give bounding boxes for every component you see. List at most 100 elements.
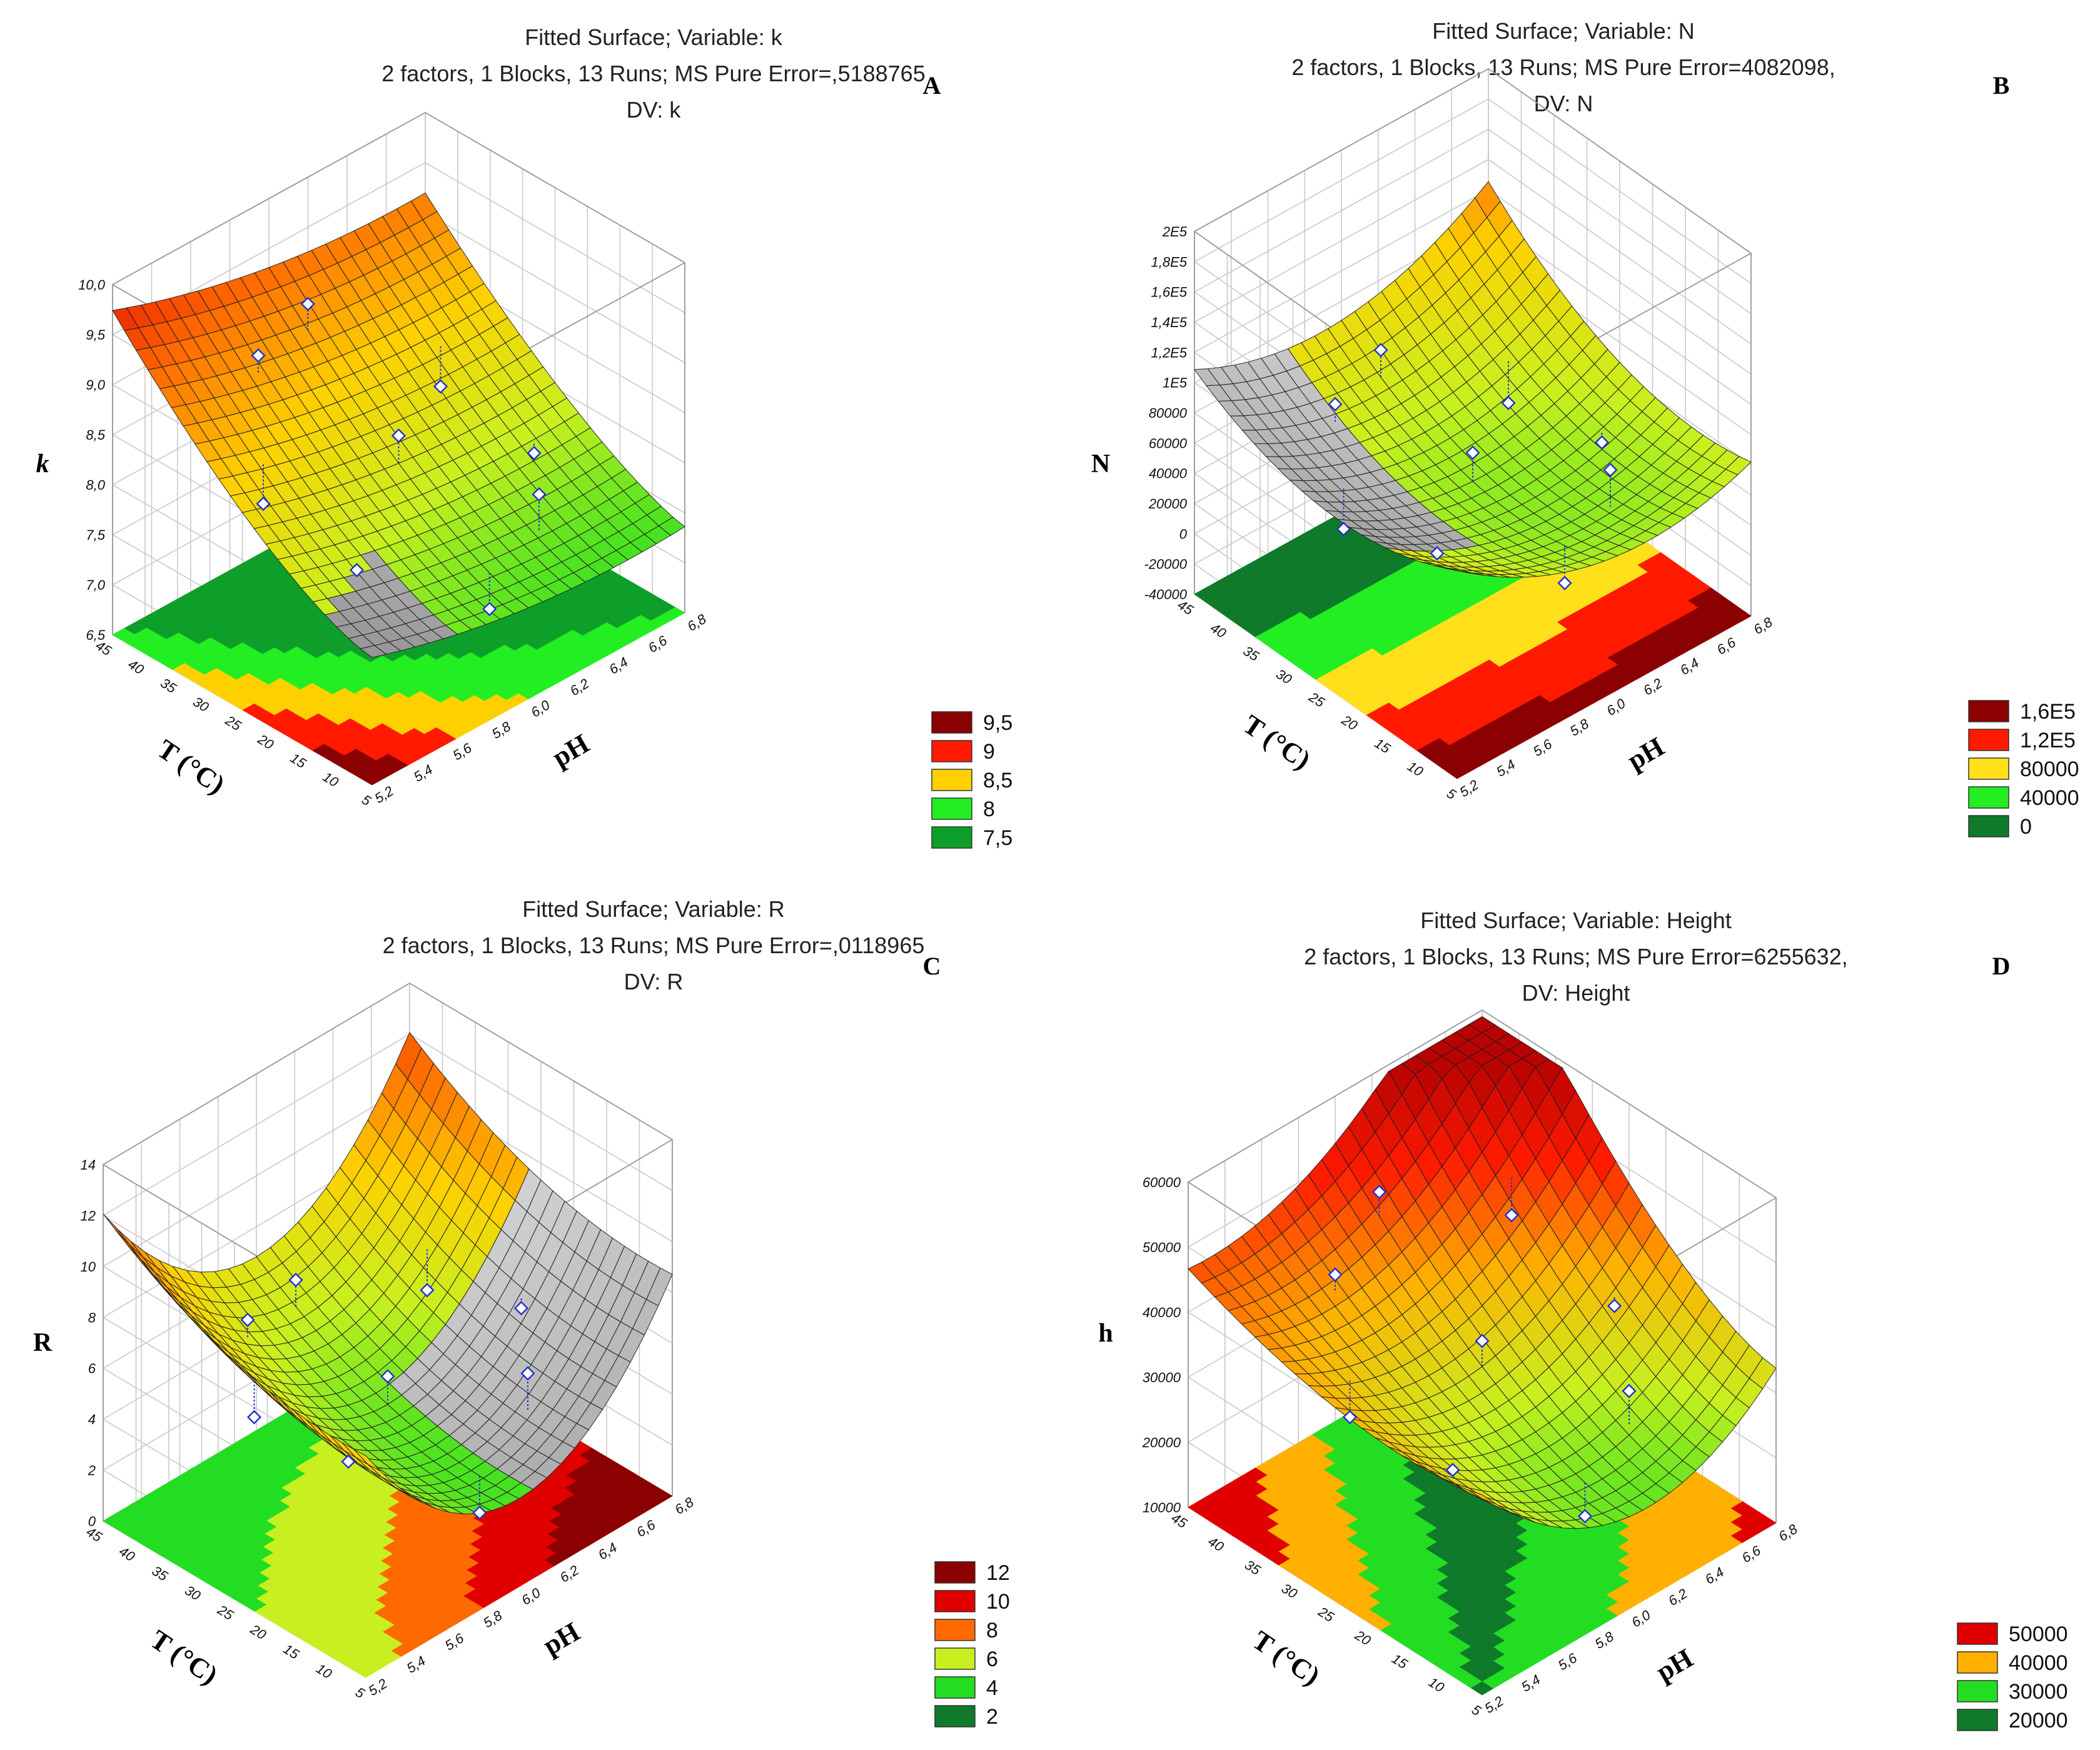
x-tick-label: 6,2 bbox=[557, 1562, 582, 1586]
legend-label: 8,5 bbox=[983, 769, 1012, 792]
legend-label: 7,5 bbox=[983, 826, 1012, 850]
chart-title-line: 2 factors, 1 Blocks, 13 Runs; MS Pure Er… bbox=[1304, 944, 1847, 969]
y-tick-label: 15 bbox=[288, 750, 310, 772]
x-axis-title: pH bbox=[547, 728, 594, 773]
x-tick-label: 6,6 bbox=[645, 632, 670, 656]
observed-point bbox=[256, 496, 271, 512]
z-axis: -40000-200000200004000060000800001E51,2E… bbox=[1144, 224, 1187, 602]
z-tick-label: 1,8E5 bbox=[1151, 254, 1188, 270]
observed-point bbox=[433, 379, 448, 394]
fitted-surface bbox=[112, 192, 685, 658]
y-tick-label: 30 bbox=[1273, 666, 1295, 688]
x-tick-label: 5,2 bbox=[365, 1676, 390, 1699]
observed-point bbox=[246, 1410, 262, 1425]
y-tick-label: 10 bbox=[313, 1661, 335, 1682]
legend-label: 2 bbox=[986, 1705, 998, 1729]
y-tick-label: 40 bbox=[116, 1543, 138, 1565]
legend-swatch bbox=[934, 1705, 976, 1727]
y-tick-label: 5 bbox=[359, 792, 374, 809]
legend-swatch bbox=[934, 1647, 976, 1670]
z-tick-label: 8 bbox=[88, 1310, 96, 1325]
x-tick-label: 6,6 bbox=[634, 1517, 659, 1540]
chart-title-line: Fitted Surface; Variable: Height bbox=[1420, 908, 1732, 933]
legend-swatch bbox=[931, 826, 972, 849]
x-tick-label: 5,8 bbox=[480, 1607, 505, 1631]
legend-swatch bbox=[934, 1619, 976, 1641]
legend-swatch bbox=[1968, 700, 2009, 722]
y-axis-title: T (°C) bbox=[152, 734, 230, 801]
y-tick-label: 5 bbox=[1444, 786, 1459, 803]
x-tick-label: 6,4 bbox=[606, 654, 630, 677]
legend-swatch bbox=[1968, 815, 2009, 837]
surface-panel-d: Fitted Surface; Variable: Height 2 factor… bbox=[1098, 908, 2067, 1732]
z-tick-label: -20000 bbox=[1144, 557, 1187, 572]
surface-panel-a: Fitted Surface; Variable: k 2 factors, 1 … bbox=[36, 24, 1013, 850]
chart-title-line: Fitted Surface; Variable: k bbox=[525, 24, 783, 50]
y-tick-label: 25 bbox=[1306, 689, 1328, 711]
x-tick-label: 6,8 bbox=[672, 1494, 697, 1517]
y-tick-label: 10 bbox=[320, 769, 342, 791]
z-tick-label: 10,0 bbox=[78, 277, 106, 293]
y-tick-label: 25 bbox=[222, 712, 244, 734]
z-tick-label: 1,2E5 bbox=[1151, 345, 1188, 360]
y-tick-label: 35 bbox=[158, 675, 179, 697]
panel-letter: C bbox=[923, 952, 941, 980]
observed-points bbox=[251, 296, 547, 617]
chart-title-line: DV: k bbox=[627, 97, 682, 123]
y-tick-label: 20 bbox=[247, 1621, 269, 1643]
z-axis: 6,57,07,58,08,59,09,510,0 bbox=[78, 277, 106, 643]
y-tick-label: 5 bbox=[353, 1684, 368, 1702]
contour-legend: 9,598,587,5 bbox=[931, 711, 1012, 850]
x-tick-label: 6,4 bbox=[1677, 655, 1702, 678]
chart-title-line: DV: Height bbox=[1522, 980, 1630, 1006]
y-axis-title: T (°C) bbox=[1238, 709, 1316, 776]
z-tick-label: 2E5 bbox=[1162, 224, 1188, 240]
observed-point bbox=[251, 348, 266, 363]
y-tick-label: 35 bbox=[1241, 643, 1263, 665]
legend-label: 1,2E5 bbox=[2020, 729, 2076, 752]
z-tick-label: 9,5 bbox=[86, 327, 105, 343]
surface-panel-c: Fitted Surface; Variable: R 2 factors, 1 … bbox=[33, 896, 1010, 1729]
z-axis-title: N bbox=[1091, 450, 1110, 478]
x-tick-label: 6,4 bbox=[595, 1539, 620, 1562]
legend-label: 1,6E5 bbox=[2020, 700, 2076, 724]
legend-label: 4 bbox=[986, 1676, 998, 1700]
observed-point bbox=[349, 562, 365, 578]
z-axis-title: k bbox=[36, 450, 49, 478]
legend-label: 9,5 bbox=[983, 711, 1012, 735]
surface-cell bbox=[116, 1228, 144, 1258]
x-tick-label: 5,8 bbox=[1567, 716, 1592, 739]
z-tick-label: 12 bbox=[81, 1208, 96, 1223]
z-tick-label: 20000 bbox=[1148, 496, 1188, 512]
chart-title-line: Fitted Surface; Variable: R bbox=[522, 896, 785, 922]
x-tick-label: 6,2 bbox=[1640, 675, 1665, 698]
chart-title-line: 2 factors, 1 Blocks, 13 Runs; MS Pure Er… bbox=[383, 933, 925, 958]
x-tick-label: 5,4 bbox=[404, 1653, 428, 1676]
chart-title-line: 2 factors, 1 Blocks, 13 Runs; MS Pure Er… bbox=[381, 61, 925, 86]
z-tick-label: 40000 bbox=[1149, 466, 1188, 482]
z-tick-label: 60000 bbox=[1149, 435, 1188, 451]
legend-swatch bbox=[1968, 757, 2009, 780]
observed-point bbox=[482, 602, 497, 617]
chart-title-line: Fitted Surface; Variable: N bbox=[1432, 18, 1695, 44]
z-tick-label: 1,4E5 bbox=[1151, 315, 1188, 330]
z-tick-label: 7,0 bbox=[86, 577, 105, 593]
y-tick-label: 40 bbox=[125, 656, 147, 678]
observed-point bbox=[391, 428, 406, 443]
legend-swatch bbox=[1968, 786, 2009, 809]
x-tick-label: 5,6 bbox=[450, 740, 475, 764]
y-tick-label: 15 bbox=[281, 1641, 303, 1663]
chart-title-line: DV: R bbox=[624, 969, 684, 994]
x-tick-label: 6,0 bbox=[518, 1584, 543, 1608]
y-tick-label: 30 bbox=[190, 694, 212, 716]
chart-title-line: DV: N bbox=[1534, 91, 1593, 116]
y-tick-label: 20 bbox=[1338, 712, 1360, 734]
surface-cell bbox=[359, 645, 387, 658]
z-tick-label: 80000 bbox=[1149, 405, 1188, 421]
x-tick-label: 5,4 bbox=[411, 761, 435, 784]
x-tick-label: 5,8 bbox=[489, 718, 514, 742]
z-tick-label: 8,0 bbox=[86, 477, 105, 493]
observed-point bbox=[527, 445, 542, 461]
